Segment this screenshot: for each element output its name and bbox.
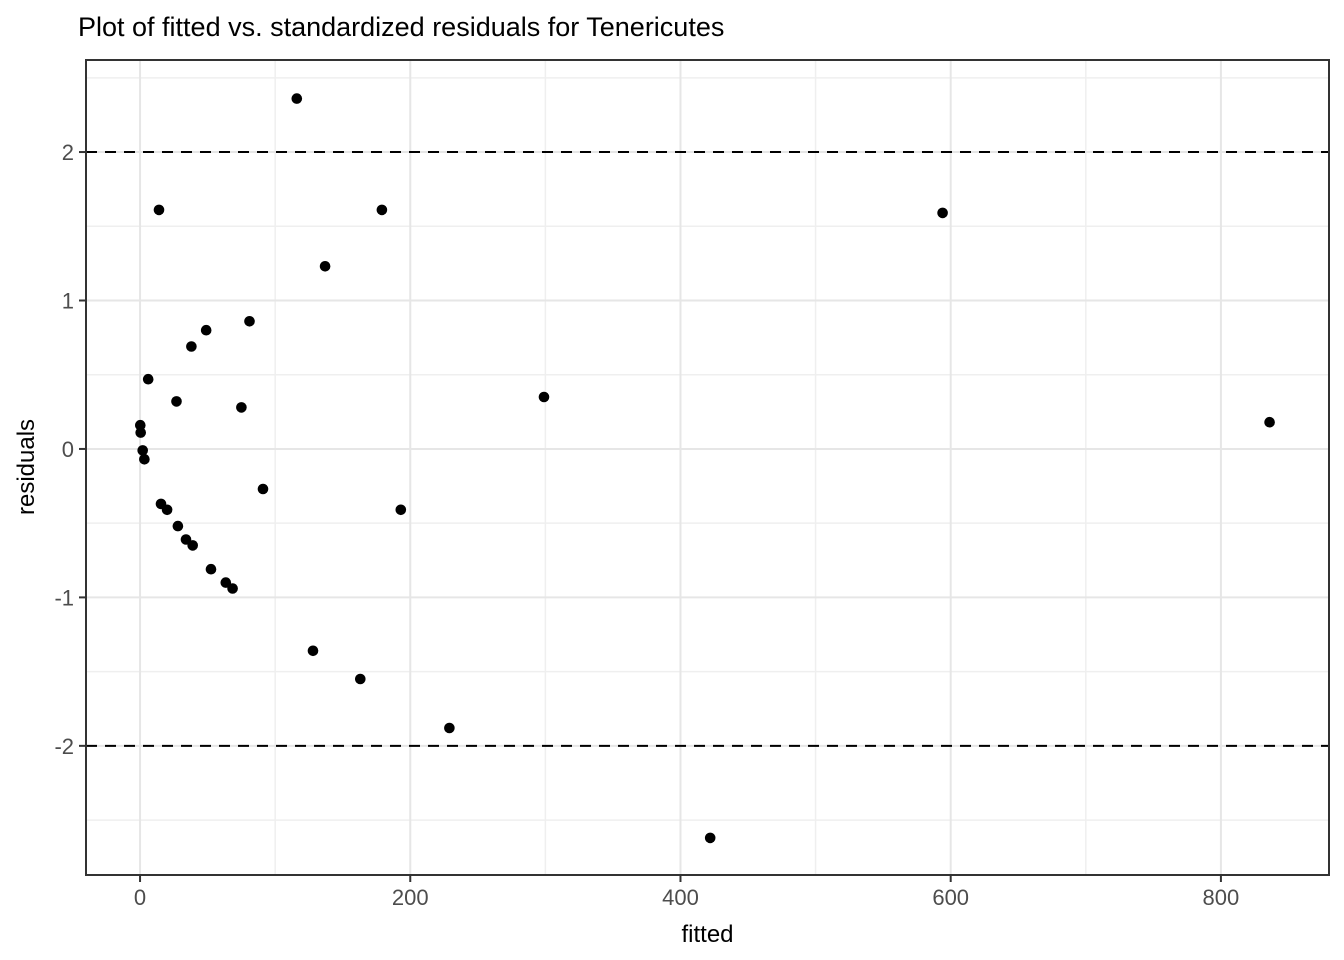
data-point <box>395 504 407 516</box>
data-point <box>205 563 217 575</box>
data-point <box>135 427 146 438</box>
data-point <box>171 396 182 407</box>
x-tick-label: 0 <box>134 885 146 910</box>
data-point <box>142 373 154 385</box>
x-tick-label: 400 <box>662 885 699 910</box>
x-tick-label: 800 <box>1203 885 1240 910</box>
data-point <box>236 402 247 413</box>
panel-border <box>85 59 1330 876</box>
data-point <box>200 324 212 336</box>
data-point <box>319 261 331 272</box>
data-point <box>137 445 148 456</box>
data-point <box>1264 416 1275 428</box>
data-point <box>244 316 255 327</box>
data-point <box>153 204 165 216</box>
chart-title: Plot of fitted vs. standardized residual… <box>78 12 725 42</box>
y-axis-title: residuals <box>13 418 40 516</box>
data-point <box>538 391 550 403</box>
y-tick-label: 0 <box>62 437 74 462</box>
data-point <box>172 520 184 532</box>
y-tick-label: 2 <box>62 140 74 165</box>
y-tick-label: -1 <box>54 585 74 610</box>
data-point <box>186 341 197 352</box>
data-point <box>227 583 238 594</box>
data-point <box>376 204 388 216</box>
x-axis-title: fitted <box>681 921 734 948</box>
data-point <box>187 540 198 551</box>
data-point <box>355 673 366 685</box>
data-point <box>161 504 173 516</box>
y-tick-label: 1 <box>62 288 74 313</box>
x-tick-label: 200 <box>392 885 429 910</box>
data-point <box>291 93 303 104</box>
data-point <box>704 832 716 844</box>
data-point <box>937 207 948 219</box>
y-tick-label: -2 <box>54 734 74 759</box>
data-point <box>257 483 269 495</box>
panel-background <box>86 60 1329 875</box>
data-point <box>307 645 319 657</box>
data-point <box>444 722 455 734</box>
x-tick-label: 600 <box>932 885 969 910</box>
data-point <box>139 454 150 465</box>
